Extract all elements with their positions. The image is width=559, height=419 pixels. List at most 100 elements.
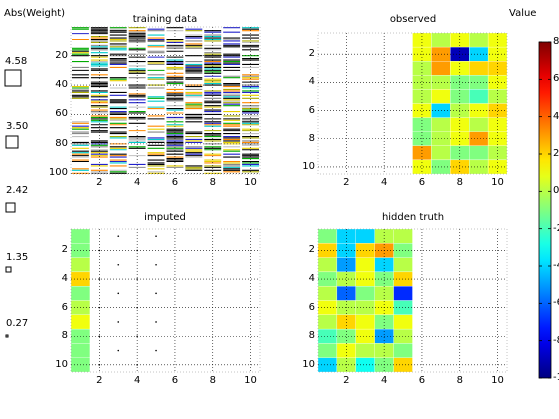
imputed-dot — [117, 263, 120, 266]
training-xtick: 2 — [96, 177, 103, 188]
colorbar-tick-label: 8 — [553, 36, 559, 47]
imputed-dot — [117, 292, 120, 295]
imputed-dot — [98, 278, 101, 280]
imputed-dot — [155, 349, 157, 352]
legend-value-2: 3.50 — [6, 121, 29, 132]
imputed-dot — [155, 263, 157, 266]
observed-xtick: 2 — [343, 177, 350, 188]
colorbar-tick-label: -10 — [553, 372, 559, 383]
observed-cell — [469, 117, 489, 132]
observed-cell — [412, 32, 432, 48]
imputed-dot — [117, 349, 120, 352]
legend-value-4: 1.35 — [6, 252, 29, 263]
training-xtick: 8 — [209, 177, 216, 188]
observed-cell — [487, 32, 508, 48]
imputed-ytick: 2 — [61, 244, 68, 256]
legend-value-3: 2.42 — [6, 185, 29, 196]
observed-cell — [469, 131, 489, 146]
hidden-cell — [393, 257, 413, 273]
imputed-cell — [70, 314, 91, 330]
observed-cell — [431, 89, 451, 104]
training-xtick: 10 — [244, 177, 257, 188]
hidden-cell — [393, 286, 413, 301]
hidden-cell — [317, 257, 338, 273]
training-ytick: 20 — [55, 49, 68, 61]
hidden-ytick: 8 — [308, 330, 315, 342]
hidden-cell — [393, 314, 413, 330]
legend-weight-square — [5, 202, 16, 213]
imputed-dot — [117, 235, 120, 237]
hidden-xtick: 2 — [343, 375, 350, 386]
imputed-ytick: 8 — [61, 330, 68, 342]
observed-cell — [469, 145, 489, 161]
observed-xtick: 4 — [380, 177, 388, 188]
hidden-cell — [393, 228, 413, 244]
hidden-cell — [355, 357, 375, 373]
training-ytick: 40 — [55, 79, 68, 91]
imputed-dot — [155, 235, 157, 237]
colorbar-tick-label: -2 — [553, 222, 559, 234]
observed-ytick: 4 — [308, 76, 315, 88]
imputed-xtick: 4 — [133, 375, 141, 386]
training-ytick: 100 — [48, 167, 68, 179]
colorbar-title: Value — [509, 8, 537, 19]
hidden-cell — [355, 328, 375, 344]
imputed-cell — [70, 286, 91, 301]
legend-weight-square — [5, 334, 9, 338]
imputed-xtick: 8 — [209, 375, 216, 386]
hidden-cell — [317, 286, 338, 301]
colorbar-tick-label: -8 — [553, 334, 559, 346]
observed-cell — [469, 89, 489, 104]
hidden-cell — [355, 300, 375, 315]
hidden-cell — [355, 343, 375, 358]
observed-ytick: 2 — [308, 48, 315, 60]
imputed-dot — [98, 335, 101, 338]
imputed-cell — [70, 257, 91, 273]
colorbar-tick-label: -6 — [553, 297, 559, 309]
colorbar-tick-label: 0 — [553, 185, 559, 197]
imputed-cell — [70, 343, 91, 358]
imputed-dot — [155, 321, 157, 323]
hidden-xtick: 10 — [491, 375, 504, 386]
training-xtick: 6 — [171, 177, 179, 188]
hidden-cell — [355, 228, 375, 244]
legend-weight-square — [5, 266, 12, 273]
hidden-cell — [317, 314, 338, 330]
hidden-ytick: 4 — [308, 273, 315, 285]
hidden-xtick: 8 — [456, 375, 463, 386]
colorbar-tick-label: 2 — [553, 148, 559, 159]
imputed-ytick: 10 — [55, 358, 68, 370]
imputed-title: imputed — [144, 212, 186, 223]
hidden-ytick: 2 — [308, 244, 315, 256]
observed-title: observed — [389, 14, 437, 25]
legend-weight-square — [5, 135, 19, 149]
imputed-xtick: 6 — [171, 375, 179, 386]
hidden-ytick: 6 — [308, 301, 315, 313]
observed-cell — [431, 117, 451, 132]
hidden-frame — [317, 228, 508, 373]
colorbar — [538, 41, 552, 379]
observed-cell — [469, 46, 489, 62]
observed-cell — [431, 32, 451, 48]
hidden-xtick: 6 — [418, 375, 426, 386]
observed-cell — [469, 32, 489, 48]
hidden-cell — [317, 228, 338, 244]
hidden-title: hidden truth — [381, 212, 445, 223]
colorbar-tick-label: 6 — [553, 73, 559, 85]
observed-cell — [469, 75, 489, 90]
hidden-cell — [355, 243, 375, 258]
observed-cell — [469, 103, 489, 118]
observed-xtick: 10 — [491, 177, 504, 188]
imputed-dot — [117, 321, 120, 323]
training-title: training data — [132, 14, 198, 25]
hidden-cell — [317, 343, 338, 358]
legend-value-5: 0.27 — [6, 318, 29, 329]
imputed-ytick: 4 — [61, 273, 68, 285]
imputed-cell — [70, 228, 91, 244]
observed-ytick: 8 — [308, 132, 315, 144]
observed-cell — [469, 61, 489, 76]
legend-value-1: 4.58 — [5, 56, 28, 67]
imputed-frame — [70, 228, 261, 373]
hidden-cell — [355, 314, 375, 330]
hidden-xtick: 4 — [380, 375, 388, 386]
